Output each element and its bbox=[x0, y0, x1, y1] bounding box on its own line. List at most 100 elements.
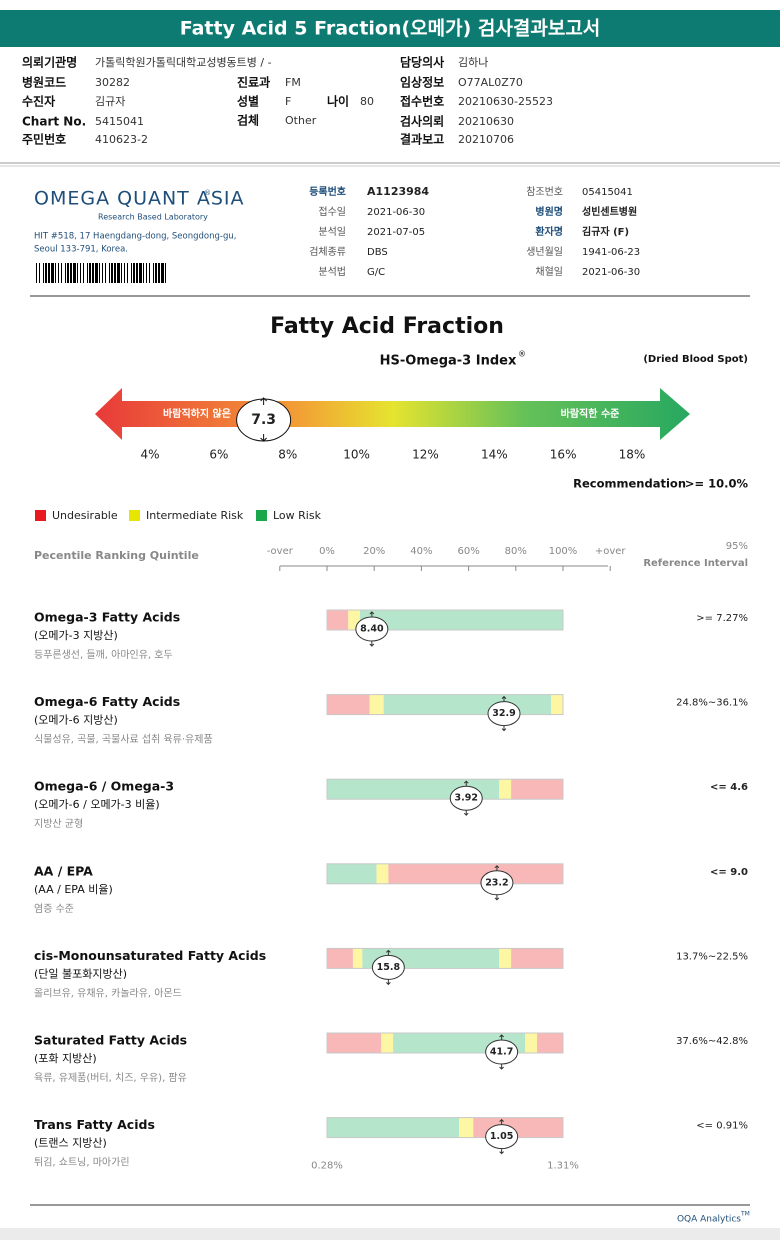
bar-outline bbox=[326, 694, 564, 716]
field-label: 병원명 bbox=[535, 205, 563, 218]
label: 나이 bbox=[327, 94, 349, 109]
row-name: Omega-3 Fatty Acids bbox=[34, 610, 180, 625]
value: 20210630-25523 bbox=[458, 95, 553, 108]
reference: 13.7%~22.5% bbox=[676, 951, 748, 962]
zone bbox=[383, 694, 552, 715]
bar-outline bbox=[326, 778, 564, 800]
bar-outline bbox=[326, 609, 564, 631]
label: 담당의사 bbox=[400, 55, 444, 70]
label: 성별 bbox=[237, 94, 259, 109]
zone bbox=[499, 779, 512, 800]
legend-swatch bbox=[129, 510, 140, 521]
label: 결과보고 bbox=[400, 132, 444, 147]
address: Seoul 133-791, Korea. bbox=[34, 245, 128, 255]
label: 의뢰기관명 bbox=[22, 55, 77, 70]
marker-arrows bbox=[260, 397, 267, 442]
zone bbox=[327, 1117, 460, 1138]
gauge-left-label: 바람직하지 않은 bbox=[163, 407, 231, 420]
lab-tagline: Research Based Laboratory bbox=[98, 213, 208, 222]
result-value: 8.40 bbox=[360, 624, 384, 635]
value: 20210706 bbox=[458, 133, 514, 146]
percentile-title: Pecentile Ranking Quintile bbox=[34, 549, 199, 562]
gauge-tick-label: 16% bbox=[550, 448, 577, 462]
lab-fields: 등록번호 A1123984 접수일 2021-06-30 분석일 2021-07-05 검체… bbox=[309, 185, 640, 278]
row-korean: (단일 불포화지방산) bbox=[34, 966, 127, 980]
gauge-tick-label: 12% bbox=[412, 448, 439, 462]
reference: 37.6%~42.8% bbox=[676, 1036, 748, 1047]
percentile-tick-label: 100% bbox=[549, 546, 578, 557]
label: 검체 bbox=[237, 113, 259, 128]
reference-title: Reference Interval bbox=[643, 558, 748, 569]
footer-brand: OQA Analytics bbox=[677, 1215, 741, 1225]
field-value: 05415041 bbox=[582, 187, 633, 198]
reference: <= 0.91% bbox=[696, 1121, 748, 1132]
zone bbox=[388, 863, 563, 884]
label: Chart No. bbox=[22, 115, 86, 129]
index-mark: ® bbox=[518, 350, 526, 359]
row-foods: 등푸른생선, 들깨, 아마인유, 호두 bbox=[34, 649, 173, 661]
row-foods: 염증 수준 bbox=[34, 903, 74, 915]
row-name: Omega-6 / Omega-3 bbox=[34, 779, 174, 794]
row-name: AA / EPA bbox=[34, 863, 93, 878]
value: 5415041 bbox=[95, 115, 144, 128]
label: 검사의뢰 bbox=[400, 114, 444, 129]
row-korean: (오메가-6 지방산) bbox=[34, 714, 118, 727]
zone bbox=[327, 863, 377, 884]
result-value: 23.2 bbox=[485, 877, 508, 888]
value: 30282 bbox=[95, 76, 130, 89]
reference: 24.8%~36.1% bbox=[676, 698, 748, 709]
lab-logo: OMEGA QUANT ASIA bbox=[34, 188, 245, 210]
field-value: 2021-06-30 bbox=[582, 267, 640, 278]
zone bbox=[327, 948, 353, 969]
value: 가톨릭학원가톨릭대학교성병동트병 / - bbox=[95, 56, 272, 69]
marker-arrows bbox=[369, 611, 375, 647]
zone bbox=[327, 610, 349, 630]
gauge-tick-label: 6% bbox=[209, 448, 228, 462]
row-korean: (오메가-3 지방산) bbox=[34, 629, 118, 642]
field-label: 채혈일 bbox=[535, 265, 563, 278]
field-value: 김규자 (F) bbox=[582, 225, 629, 238]
bar-outline bbox=[326, 1117, 564, 1139]
gauge-tick-label: 8% bbox=[278, 448, 297, 462]
report-title: Fatty Acid 5 Fraction(오메가) 검사결과보고서 bbox=[180, 18, 601, 40]
value: FM bbox=[285, 76, 301, 89]
result-value: 41.7 bbox=[490, 1047, 513, 1058]
field-label: 생년월일 bbox=[526, 246, 563, 258]
field-value: A1123984 bbox=[367, 185, 429, 198]
scale-label: 0.28% bbox=[311, 1161, 343, 1172]
label: 병원코드 bbox=[22, 75, 66, 90]
field-value: 2021-07-05 bbox=[367, 227, 425, 238]
field-value: 성빈센트병원 bbox=[582, 205, 637, 218]
zone bbox=[381, 1033, 394, 1053]
row-foods: 육류, 유제품(버터, 치즈, 우유), 팜유 bbox=[34, 1072, 187, 1084]
marker-arrows bbox=[499, 1118, 504, 1155]
field-label: 환자명 bbox=[535, 225, 563, 238]
percentile-tick-label: 80% bbox=[505, 546, 527, 557]
value: 80 bbox=[360, 95, 374, 108]
recommendation-label: Recommendation bbox=[573, 477, 686, 491]
percentile-tick-label: 60% bbox=[457, 546, 479, 557]
marker-arrows bbox=[386, 949, 391, 986]
label: 임상정보 bbox=[400, 75, 444, 90]
field-value: 2021-06-30 bbox=[367, 207, 425, 218]
row-korean: (오메가-6 / 오메가-3 비율) bbox=[34, 798, 160, 811]
legend-label: Intermediate Risk bbox=[146, 509, 244, 522]
percentile-tick-label: +over bbox=[595, 546, 627, 557]
reference-title: 95% bbox=[726, 541, 748, 552]
row-korean: (포화 지방산) bbox=[34, 1052, 97, 1065]
recommendation-value: >= 10.0% bbox=[685, 477, 749, 491]
zone bbox=[369, 694, 384, 715]
result-value: 1.05 bbox=[490, 1131, 513, 1142]
section-title: Fatty Acid Fraction bbox=[270, 314, 504, 339]
legend-swatch bbox=[35, 510, 46, 521]
value: 김하나 bbox=[458, 55, 488, 69]
legend: Undesirable Intermediate Risk Low Risk bbox=[35, 509, 322, 522]
reference: >= 7.27% bbox=[696, 613, 748, 624]
row-foods: 지방산 균형 bbox=[34, 818, 83, 830]
row-korean: (AA / EPA 비율) bbox=[34, 883, 113, 896]
value: 410623-2 bbox=[95, 133, 148, 146]
zone bbox=[327, 694, 370, 715]
percentile-tick-label: 0% bbox=[319, 546, 335, 557]
gauge-tick-label: 14% bbox=[481, 448, 508, 462]
zone bbox=[511, 948, 563, 969]
